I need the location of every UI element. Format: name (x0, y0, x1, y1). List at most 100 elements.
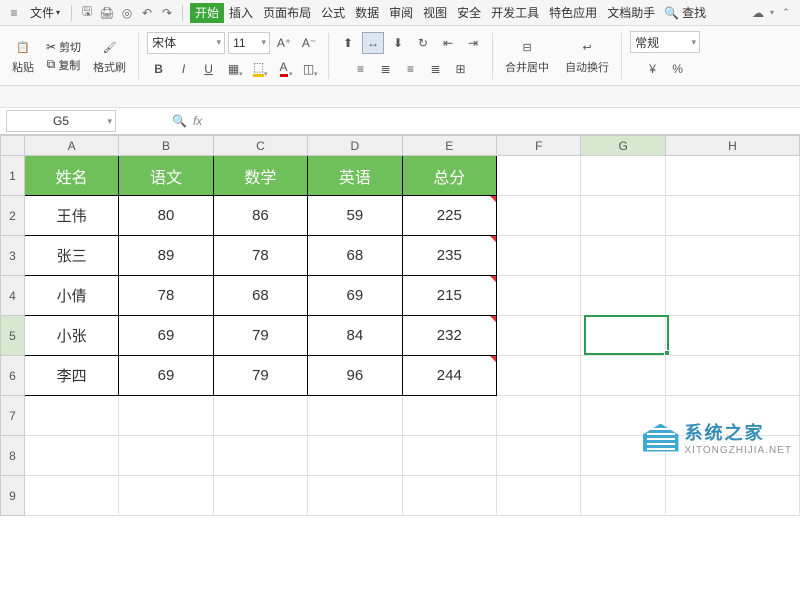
merge-center-button[interactable]: ⊟ 合并居中 (501, 34, 553, 77)
font-size-select[interactable]: 11 (228, 32, 270, 54)
cell-C9[interactable] (213, 476, 307, 516)
col-header-E[interactable]: E (402, 136, 496, 156)
format-painter-button[interactable]: 🖌 格式刷 (89, 34, 130, 77)
row-header-7[interactable]: 7 (1, 396, 25, 436)
col-header-B[interactable]: B (119, 136, 213, 156)
select-all-corner[interactable] (1, 136, 25, 156)
cell-A6[interactable]: 李四 (24, 356, 118, 396)
cell-G4[interactable] (581, 276, 665, 316)
cell-B2[interactable]: 80 (119, 196, 213, 236)
cell-F6[interactable] (497, 356, 581, 396)
cell-D3[interactable]: 68 (308, 236, 402, 276)
bold-button[interactable]: B (148, 58, 170, 80)
cell-A7[interactable] (24, 396, 118, 436)
cell-F1[interactable] (497, 156, 581, 196)
cell-A3[interactable]: 张三 (24, 236, 118, 276)
cloud-icon[interactable]: ☁ (750, 5, 766, 21)
fx-icon[interactable]: fx (193, 114, 202, 128)
cell-F7[interactable] (497, 396, 581, 436)
cell-B7[interactable] (119, 396, 213, 436)
cell-C6[interactable]: 79 (213, 356, 307, 396)
row-header-2[interactable]: 2 (1, 196, 25, 236)
menu-tab-5[interactable]: 审阅 (384, 3, 418, 23)
cell-D6[interactable]: 96 (308, 356, 402, 396)
fx-lookup-icon[interactable]: 🔍 (172, 114, 187, 128)
cell-B9[interactable] (119, 476, 213, 516)
copy-button[interactable]: 复制 (58, 57, 80, 73)
cell-E5[interactable]: 232 (402, 316, 496, 356)
row-header-8[interactable]: 8 (1, 436, 25, 476)
col-header-C[interactable]: C (213, 136, 307, 156)
preview-icon[interactable]: ◎ (119, 5, 135, 21)
menu-tab-9[interactable]: 特色应用 (544, 3, 602, 23)
caret-icon[interactable]: ⌃ (778, 5, 794, 21)
align-top-icon[interactable]: ⬆ (337, 32, 359, 54)
save-icon[interactable]: 🖫 (79, 5, 95, 21)
cell-A9[interactable] (24, 476, 118, 516)
redo-icon[interactable]: ↷ (159, 5, 175, 21)
cell-D7[interactable] (308, 396, 402, 436)
border-button[interactable]: ▦ (223, 58, 245, 80)
cell-E7[interactable] (402, 396, 496, 436)
cell-E3[interactable]: 235 (402, 236, 496, 276)
align-left-icon[interactable]: ≡ (350, 58, 372, 80)
search-button[interactable]: 🔍查找 (664, 4, 706, 21)
col-header-H[interactable]: H (665, 136, 799, 156)
orientation-icon[interactable]: ↻ (412, 32, 434, 54)
cell-D2[interactable]: 59 (308, 196, 402, 236)
cell-C3[interactable]: 78 (213, 236, 307, 276)
menu-tab-7[interactable]: 安全 (452, 3, 486, 23)
cell-E2[interactable]: 225 (402, 196, 496, 236)
cell-C7[interactable] (213, 396, 307, 436)
underline-button[interactable]: U (198, 58, 220, 80)
cell-B5[interactable]: 69 (119, 316, 213, 356)
cell-D8[interactable] (308, 436, 402, 476)
cell-B8[interactable] (119, 436, 213, 476)
cell-G3[interactable] (581, 236, 665, 276)
name-box[interactable]: G5 (6, 110, 116, 132)
cell-E6[interactable]: 244 (402, 356, 496, 396)
cell-A4[interactable]: 小倩 (24, 276, 118, 316)
menu-tab-6[interactable]: 视图 (418, 3, 452, 23)
increase-font-icon[interactable]: A⁺ (273, 32, 295, 54)
row-header-3[interactable]: 3 (1, 236, 25, 276)
menu-tab-3[interactable]: 公式 (316, 3, 350, 23)
cell-C8[interactable] (213, 436, 307, 476)
cell-C1[interactable]: 数学 (213, 156, 307, 196)
fill-color-button[interactable]: ⬚ (248, 58, 270, 80)
cell-D9[interactable] (308, 476, 402, 516)
cell-F5[interactable] (497, 316, 581, 356)
cell-F9[interactable] (497, 476, 581, 516)
cell-E9[interactable] (402, 476, 496, 516)
align-middle-icon[interactable]: ↔ (362, 32, 384, 54)
menu-tab-4[interactable]: 数据 (350, 3, 384, 23)
print-icon[interactable]: 🖨 (99, 5, 115, 21)
indent-inc-icon[interactable]: ⇥ (462, 32, 484, 54)
cell-E8[interactable] (402, 436, 496, 476)
align-center-icon[interactable]: ≣ (375, 58, 397, 80)
cell-G2[interactable] (581, 196, 665, 236)
decrease-font-icon[interactable]: A⁻ (298, 32, 320, 54)
cell-H5[interactable] (665, 316, 799, 356)
cell-H3[interactable] (665, 236, 799, 276)
wrap-text-button[interactable]: ↩ 自动换行 (561, 34, 613, 77)
menu-tab-10[interactable]: 文档助手 (602, 3, 660, 23)
cell-F8[interactable] (497, 436, 581, 476)
app-menu-icon[interactable]: ≡ (6, 5, 22, 21)
cut-button[interactable]: 剪切 (59, 39, 81, 55)
cell-D5[interactable]: 84 (308, 316, 402, 356)
cell-H1[interactable] (665, 156, 799, 196)
col-header-D[interactable]: D (308, 136, 402, 156)
file-menu[interactable]: 文件▾ (26, 4, 64, 21)
cell-B4[interactable]: 78 (119, 276, 213, 316)
menu-tab-0[interactable]: 开始 (190, 3, 224, 23)
cell-B1[interactable]: 语文 (119, 156, 213, 196)
row-header-5[interactable]: 5 (1, 316, 25, 356)
cell-A5[interactable]: 小张 (24, 316, 118, 356)
row-header-9[interactable]: 9 (1, 476, 25, 516)
align-bottom-icon[interactable]: ⬇ (387, 32, 409, 54)
cell-H6[interactable] (665, 356, 799, 396)
paste-button[interactable]: 📋 粘贴 (8, 34, 38, 77)
italic-button[interactable]: I (173, 58, 195, 80)
number-format-select[interactable]: 常规 (630, 31, 700, 53)
